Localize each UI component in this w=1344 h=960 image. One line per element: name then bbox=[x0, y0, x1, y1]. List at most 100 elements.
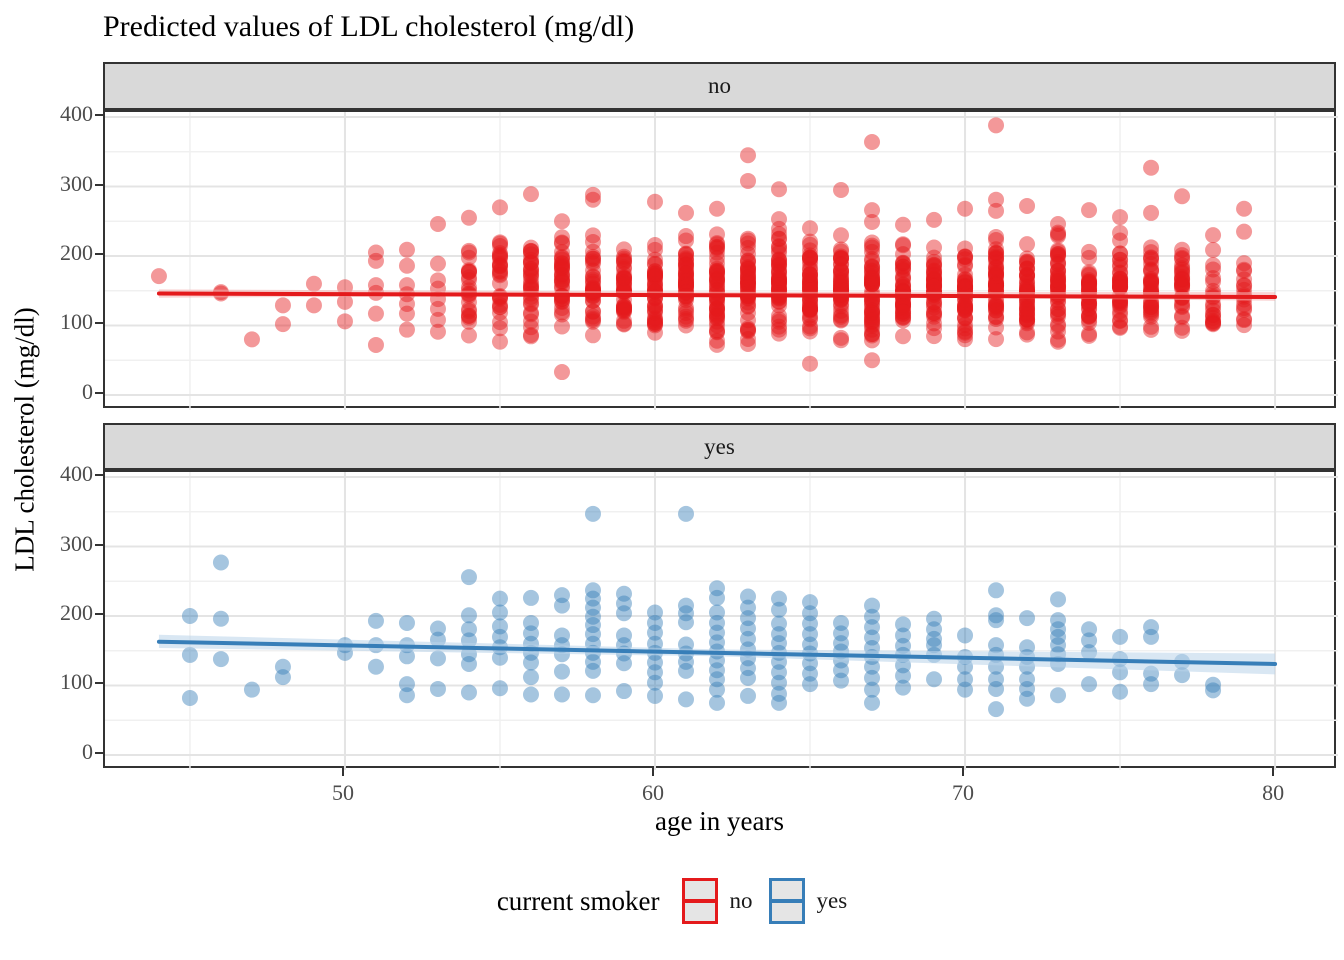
data-point bbox=[957, 298, 974, 315]
data-point bbox=[833, 275, 850, 292]
data-point bbox=[802, 301, 819, 318]
data-point bbox=[1205, 315, 1222, 332]
data-point bbox=[957, 248, 974, 265]
data-point bbox=[460, 263, 477, 280]
data-point bbox=[709, 240, 726, 257]
data-point bbox=[988, 308, 1005, 325]
data-point bbox=[771, 674, 788, 691]
data-point bbox=[957, 297, 974, 314]
data-point bbox=[988, 607, 1005, 624]
data-point bbox=[802, 302, 819, 319]
data-point bbox=[709, 652, 726, 669]
data-point bbox=[1236, 317, 1253, 334]
data-point bbox=[740, 279, 757, 296]
data-point bbox=[709, 265, 726, 282]
data-point bbox=[895, 246, 912, 263]
data-point bbox=[1019, 253, 1036, 270]
data-point bbox=[833, 256, 850, 273]
data-point bbox=[646, 317, 663, 334]
data-point bbox=[491, 255, 508, 272]
data-point bbox=[678, 312, 695, 329]
data-point bbox=[553, 268, 570, 285]
data-point bbox=[988, 277, 1005, 294]
data-point bbox=[864, 326, 881, 343]
data-point bbox=[895, 254, 912, 271]
data-point bbox=[584, 273, 601, 290]
data-point bbox=[1081, 265, 1098, 282]
data-point bbox=[584, 250, 601, 267]
data-point bbox=[1112, 256, 1129, 273]
data-point bbox=[957, 274, 974, 291]
data-point bbox=[926, 328, 943, 345]
data-point bbox=[1050, 256, 1067, 273]
data-point bbox=[1143, 272, 1160, 289]
data-point bbox=[678, 265, 695, 282]
data-point bbox=[988, 612, 1005, 629]
data-point bbox=[864, 597, 881, 614]
data-point bbox=[1174, 307, 1191, 324]
data-point bbox=[491, 250, 508, 267]
data-point bbox=[522, 272, 539, 289]
data-point bbox=[833, 311, 850, 328]
data-point bbox=[584, 662, 601, 679]
data-point bbox=[833, 275, 850, 292]
data-point bbox=[740, 273, 757, 290]
data-point bbox=[678, 597, 695, 614]
data-point bbox=[1081, 327, 1098, 344]
data-point bbox=[802, 247, 819, 264]
data-point bbox=[988, 241, 1005, 258]
data-point bbox=[988, 310, 1005, 327]
data-point bbox=[895, 262, 912, 279]
data-point bbox=[957, 298, 974, 315]
data-point bbox=[1112, 245, 1129, 262]
data-point bbox=[460, 307, 477, 324]
data-point bbox=[460, 607, 477, 624]
data-point bbox=[709, 662, 726, 679]
data-point bbox=[1019, 303, 1036, 320]
data-point bbox=[988, 297, 1005, 314]
data-point bbox=[1236, 223, 1253, 240]
data-point bbox=[740, 321, 757, 338]
data-point bbox=[1019, 260, 1036, 277]
data-point bbox=[1081, 243, 1098, 260]
legend-entry-label: no bbox=[729, 888, 753, 913]
data-point bbox=[678, 273, 695, 290]
data-point bbox=[553, 261, 570, 278]
data-point bbox=[1143, 274, 1160, 291]
chart-title: Predicted values of LDL cholesterol (mg/… bbox=[103, 10, 635, 43]
data-point bbox=[864, 629, 881, 646]
data-point bbox=[491, 275, 508, 292]
data-point bbox=[802, 676, 819, 693]
data-point bbox=[678, 299, 695, 316]
data-point bbox=[833, 263, 850, 280]
data-point bbox=[522, 278, 539, 295]
data-point bbox=[491, 262, 508, 279]
data-point bbox=[615, 253, 632, 270]
data-point bbox=[771, 263, 788, 280]
data-point bbox=[895, 236, 912, 253]
data-point bbox=[864, 258, 881, 275]
data-point bbox=[678, 317, 695, 334]
data-point bbox=[553, 248, 570, 265]
data-point bbox=[833, 227, 850, 244]
data-point bbox=[460, 309, 477, 326]
data-point bbox=[1081, 676, 1098, 693]
data-point bbox=[1081, 276, 1098, 293]
data-point bbox=[1050, 300, 1067, 317]
data-point bbox=[1081, 307, 1098, 324]
y-tick-label: 400 bbox=[60, 461, 93, 486]
data-point bbox=[553, 587, 570, 604]
data-point bbox=[1019, 326, 1036, 343]
data-point bbox=[771, 685, 788, 702]
data-point bbox=[709, 226, 726, 243]
data-point bbox=[957, 309, 974, 326]
data-point bbox=[584, 310, 601, 327]
data-point bbox=[1050, 246, 1067, 263]
data-point bbox=[988, 309, 1005, 326]
data-point bbox=[926, 278, 943, 295]
data-point bbox=[553, 272, 570, 289]
data-point bbox=[1081, 314, 1098, 331]
data-point bbox=[709, 300, 726, 317]
data-point bbox=[1050, 628, 1067, 645]
data-point bbox=[646, 309, 663, 326]
